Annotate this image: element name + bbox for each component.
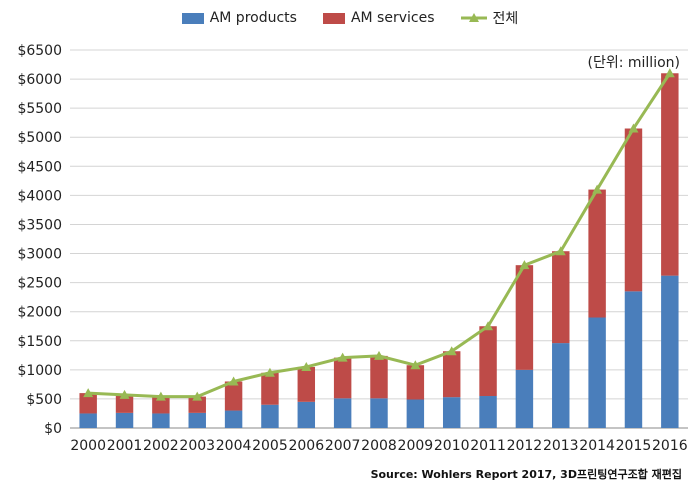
- x-tick-label: 2006: [288, 438, 324, 454]
- source-note: Source: Wohlers Report 2017, 3D프린팅연구조합 재…: [370, 468, 682, 481]
- x-tick-label: 2008: [361, 438, 397, 454]
- bar-products: [224, 410, 243, 428]
- x-tick-label: 2001: [107, 438, 143, 454]
- point-total: [446, 346, 457, 356]
- point-total: [410, 360, 421, 370]
- bar-products: [515, 369, 534, 428]
- bar-products: [115, 412, 134, 428]
- legend-label-products: AM products: [209, 10, 297, 26]
- bar-services: [624, 128, 643, 292]
- bar-services: [224, 381, 243, 411]
- y-tick-label: $3000: [17, 247, 62, 263]
- x-tick-label: 2000: [70, 438, 106, 454]
- y-tick-label: $3500: [17, 217, 62, 233]
- point-total: [301, 361, 312, 371]
- bar-services: [297, 366, 316, 402]
- bar-services: [261, 372, 279, 405]
- legend-item-services: AM services: [322, 8, 435, 28]
- bar-products: [479, 396, 497, 428]
- point-total: [192, 391, 203, 401]
- point-total: [228, 376, 239, 386]
- y-tick-label: $5500: [17, 101, 62, 117]
- bar-products: [442, 397, 461, 428]
- bar-services: [152, 396, 170, 414]
- bar-products: [79, 413, 97, 428]
- x-tick-label: 2007: [325, 438, 361, 454]
- y-tick-label: $4000: [17, 188, 62, 204]
- y-tick-label: $2000: [17, 305, 62, 321]
- point-total: [155, 391, 166, 401]
- point-total: [519, 260, 530, 270]
- bar-products: [588, 317, 606, 428]
- bar-services: [406, 365, 425, 400]
- legend-swatch-total: [460, 13, 487, 22]
- x-tick-label: 2015: [616, 438, 652, 454]
- bar-services: [442, 351, 461, 398]
- x-tick-label: 2005: [252, 438, 288, 454]
- legend-item-total: 전체: [460, 8, 519, 28]
- point-total: [337, 352, 348, 362]
- legend-item-products: AM products: [181, 8, 297, 28]
- legend-label-total: 전체: [492, 11, 519, 27]
- point-total: [628, 123, 639, 133]
- point-total: [83, 388, 94, 398]
- bar-products: [370, 398, 388, 428]
- y-tick-label: $6500: [17, 43, 62, 59]
- bar-services: [661, 73, 679, 276]
- bar-services: [188, 396, 206, 413]
- y-tick-label: $500: [26, 392, 62, 408]
- x-tick-label: 2016: [652, 438, 688, 454]
- bar-services: [79, 393, 97, 414]
- bar-services: [115, 394, 134, 413]
- x-tick-label: 2002: [143, 438, 179, 454]
- line-total: [88, 72, 672, 399]
- x-tick-label: 2011: [470, 438, 506, 454]
- bar-services: [333, 357, 352, 399]
- y-tick-label: $1000: [17, 363, 62, 379]
- y-tick-label: $2500: [17, 276, 62, 292]
- bar-services: [515, 265, 534, 370]
- x-tick-label: 2009: [398, 438, 434, 454]
- bar-services: [588, 189, 606, 318]
- bar-products: [406, 399, 425, 428]
- y-tick-label: $6000: [17, 72, 62, 88]
- bar-products: [188, 412, 206, 428]
- point-total: [664, 68, 675, 78]
- bar-products: [297, 401, 316, 428]
- x-tick-label: 2010: [434, 438, 470, 454]
- legend-label-services: AM services: [350, 10, 435, 26]
- bar-services: [370, 355, 388, 399]
- x-tick-label: 2003: [179, 438, 215, 454]
- unit-label: (단위: million): [587, 55, 681, 71]
- x-tick-label: 2014: [579, 438, 615, 454]
- point-total: [483, 321, 494, 331]
- x-tick-label: 2004: [216, 438, 252, 454]
- bar-products: [152, 413, 170, 428]
- point-total: [119, 389, 130, 399]
- bar-products: [624, 291, 643, 428]
- bar-services: [552, 251, 570, 344]
- point-total: [555, 246, 566, 256]
- chart-legend: AM products AM services 전체: [0, 8, 700, 28]
- y-tick-label: $4500: [17, 159, 62, 175]
- bar-products: [333, 398, 352, 428]
- legend-swatch-services: [322, 12, 345, 24]
- legend-swatch-products: [181, 12, 204, 24]
- y-tick-label: $5000: [17, 130, 62, 146]
- y-tick-label: $0: [44, 421, 62, 437]
- point-total: [264, 367, 275, 377]
- point-total: [374, 350, 384, 360]
- bar-products: [661, 275, 679, 428]
- y-tick-label: $1500: [17, 334, 62, 350]
- x-tick-label: 2013: [543, 438, 579, 454]
- point-total: [592, 184, 603, 194]
- x-tick-label: 2012: [507, 438, 543, 454]
- bar-services: [479, 326, 497, 397]
- bar-products: [261, 404, 279, 428]
- bar-products: [552, 343, 570, 428]
